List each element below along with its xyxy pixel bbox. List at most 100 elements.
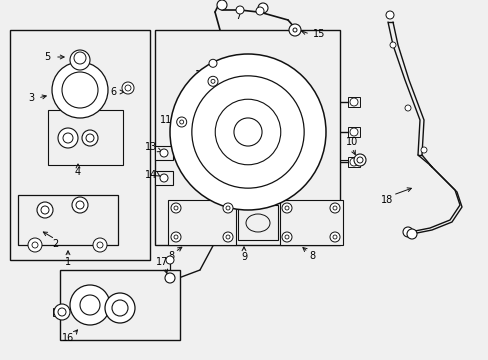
Circle shape <box>215 99 280 165</box>
Circle shape <box>160 149 168 157</box>
Circle shape <box>164 273 175 283</box>
Circle shape <box>93 238 107 252</box>
Circle shape <box>288 24 301 36</box>
Circle shape <box>62 72 98 108</box>
Circle shape <box>210 79 215 83</box>
Circle shape <box>285 206 288 210</box>
Circle shape <box>207 76 218 86</box>
Circle shape <box>76 201 84 209</box>
Circle shape <box>52 62 108 118</box>
Text: 3: 3 <box>28 93 34 103</box>
Circle shape <box>282 232 291 242</box>
Circle shape <box>80 295 100 315</box>
Circle shape <box>225 206 229 210</box>
Circle shape <box>292 28 296 32</box>
Circle shape <box>225 235 229 239</box>
Circle shape <box>28 238 42 252</box>
Circle shape <box>402 227 412 237</box>
Text: 17: 17 <box>156 257 168 267</box>
Circle shape <box>37 202 53 218</box>
Bar <box>10 30 150 260</box>
Circle shape <box>160 174 168 182</box>
Circle shape <box>41 206 49 214</box>
Ellipse shape <box>245 214 269 232</box>
Text: 13: 13 <box>144 142 157 152</box>
Circle shape <box>179 120 183 124</box>
Circle shape <box>174 206 178 210</box>
Circle shape <box>233 118 262 146</box>
Circle shape <box>353 154 365 166</box>
Text: 14: 14 <box>144 170 157 180</box>
Circle shape <box>63 133 73 143</box>
Bar <box>347 97 359 107</box>
Circle shape <box>122 82 134 94</box>
Bar <box>72 54 88 62</box>
Bar <box>75 51 85 56</box>
Circle shape <box>86 134 94 142</box>
Circle shape <box>389 42 395 48</box>
Bar <box>53 308 63 316</box>
Bar <box>168 200 236 245</box>
Bar <box>238 205 278 240</box>
Text: 15: 15 <box>312 29 325 39</box>
Circle shape <box>105 293 135 323</box>
Circle shape <box>58 128 78 148</box>
Circle shape <box>165 256 174 264</box>
Circle shape <box>208 59 217 67</box>
Circle shape <box>82 130 98 146</box>
Circle shape <box>332 206 336 210</box>
Circle shape <box>174 235 178 239</box>
Circle shape <box>171 203 181 213</box>
Circle shape <box>74 52 86 64</box>
Circle shape <box>236 6 244 14</box>
Text: 12: 12 <box>194 70 207 80</box>
Circle shape <box>32 242 38 248</box>
Text: 2: 2 <box>52 239 58 249</box>
Bar <box>155 30 339 245</box>
Bar <box>155 146 173 160</box>
Circle shape <box>70 50 90 70</box>
Circle shape <box>125 85 131 91</box>
Bar <box>48 110 123 165</box>
Circle shape <box>385 11 393 19</box>
Circle shape <box>258 3 267 13</box>
Bar <box>60 270 180 340</box>
Circle shape <box>329 232 339 242</box>
Text: 1: 1 <box>65 257 71 267</box>
Text: 11: 11 <box>160 115 172 125</box>
Circle shape <box>217 0 226 10</box>
Text: 4: 4 <box>75 167 81 177</box>
Circle shape <box>329 203 339 213</box>
Circle shape <box>223 232 232 242</box>
Bar <box>155 171 173 185</box>
Circle shape <box>54 304 70 320</box>
Circle shape <box>420 147 426 153</box>
Circle shape <box>70 285 110 325</box>
Circle shape <box>404 105 410 111</box>
Bar <box>347 157 359 167</box>
Circle shape <box>349 158 357 166</box>
Text: 18: 18 <box>380 195 392 205</box>
Circle shape <box>97 242 103 248</box>
Text: 6: 6 <box>110 87 116 97</box>
Circle shape <box>256 7 264 15</box>
Text: 16: 16 <box>62 333 74 343</box>
Circle shape <box>171 232 181 242</box>
Circle shape <box>112 300 128 316</box>
Circle shape <box>285 235 288 239</box>
Bar <box>18 195 118 245</box>
Text: 8: 8 <box>308 251 314 261</box>
Circle shape <box>349 98 357 106</box>
Circle shape <box>176 117 186 127</box>
Circle shape <box>332 235 336 239</box>
Circle shape <box>356 157 362 163</box>
Circle shape <box>406 229 416 239</box>
Bar <box>280 200 342 245</box>
Circle shape <box>282 203 291 213</box>
Circle shape <box>223 203 232 213</box>
Circle shape <box>191 76 304 188</box>
Circle shape <box>72 197 88 213</box>
Text: 8: 8 <box>167 251 174 261</box>
Circle shape <box>349 128 357 136</box>
Bar <box>347 127 359 137</box>
